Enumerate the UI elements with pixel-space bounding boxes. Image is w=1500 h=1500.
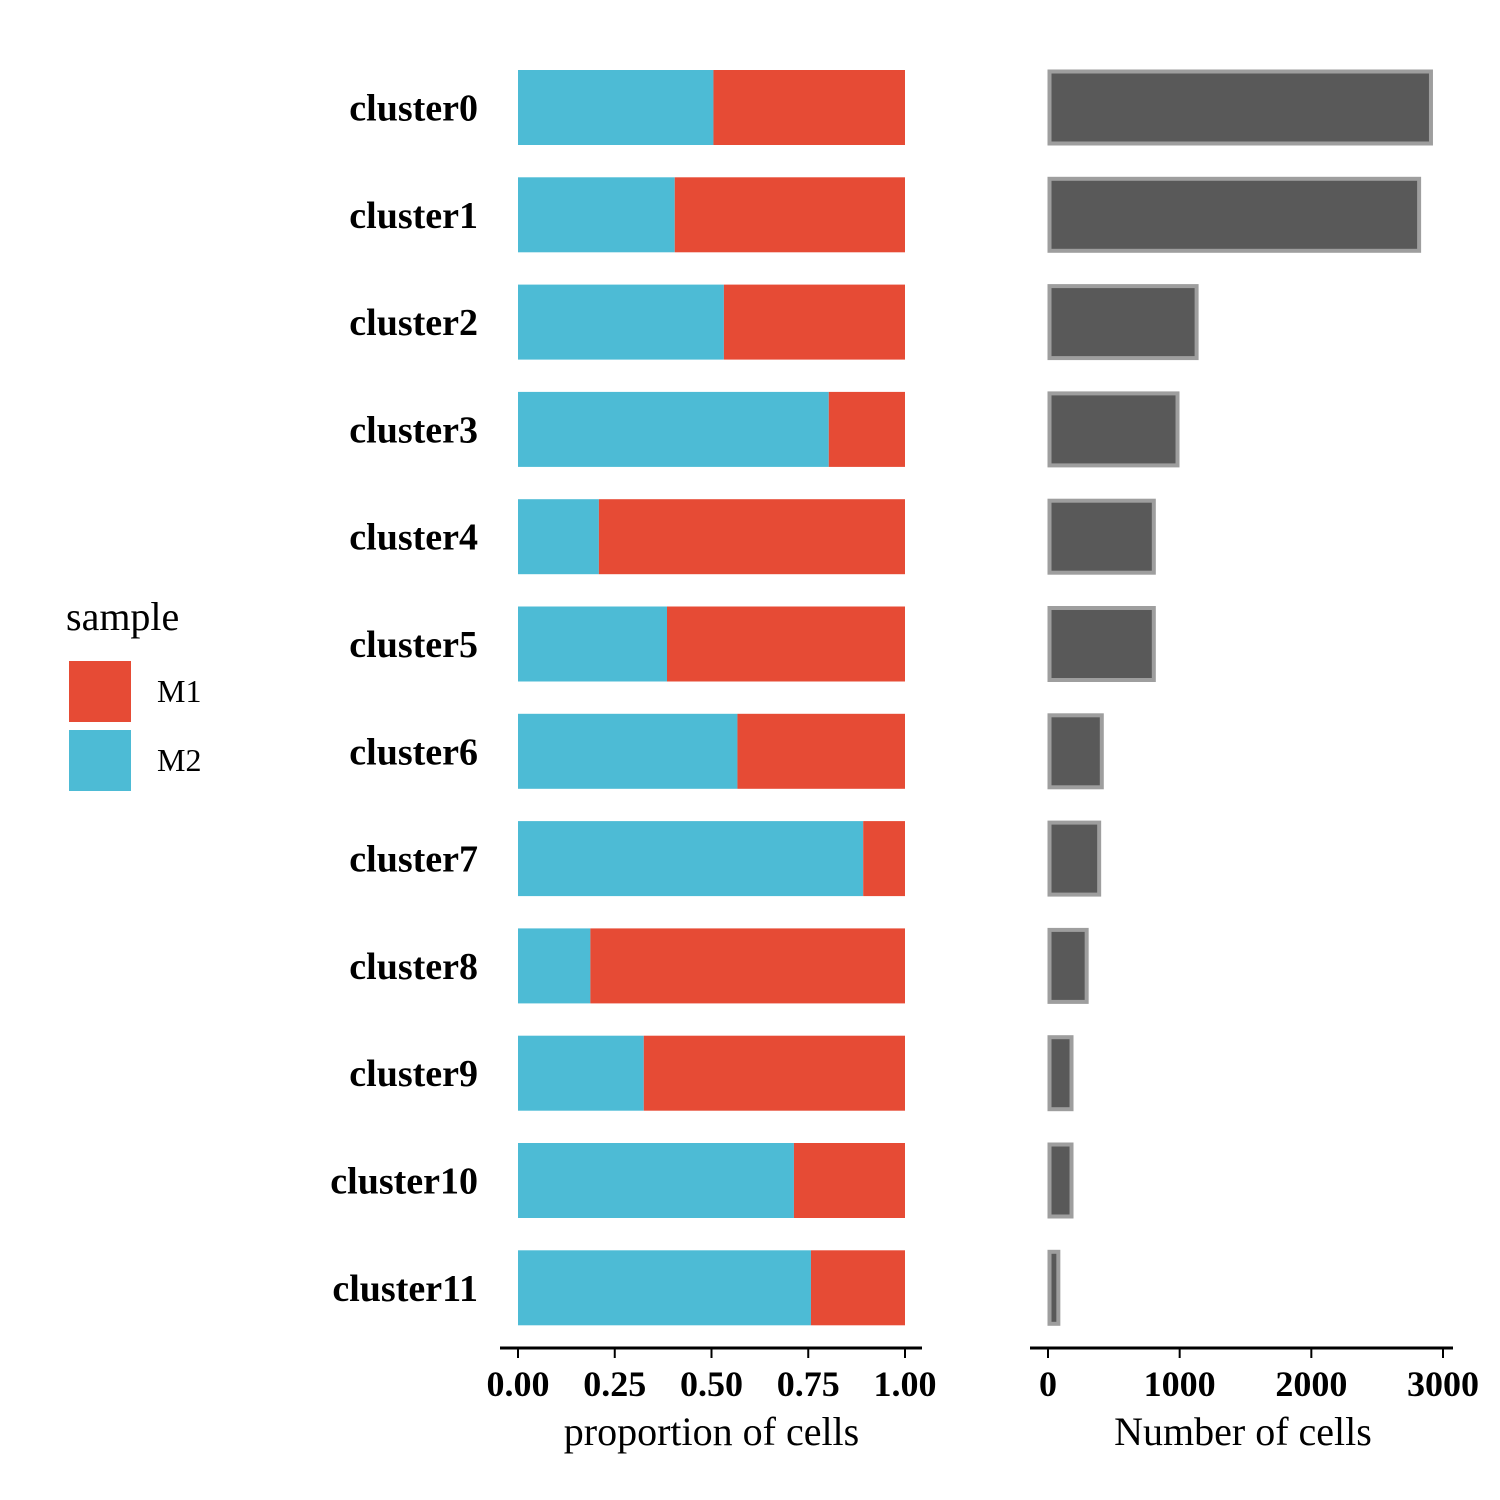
bar-m2-cluster10 (518, 1143, 794, 1218)
proportion-x-axis: 0.00 0.25 0.50 0.75 1.00 (487, 1346, 937, 1404)
legend: sample M1 M2 (66, 594, 201, 793)
count-bar-cluster11 (1047, 1249, 1061, 1326)
count-bars (1047, 69, 1433, 1326)
category-label-cluster5: cluster5 (349, 624, 478, 666)
legend-label-m1: M1 (157, 673, 201, 709)
bar-m2-cluster2 (518, 284, 724, 360)
proportion-tick-label: 0.75 (777, 1364, 840, 1404)
category-label-cluster10: cluster10 (330, 1161, 478, 1203)
proportion-tick-label: 0.25 (583, 1364, 646, 1404)
category-labels: cluster0 cluster1 cluster2 cluster3 cluster4… (330, 88, 478, 1310)
bar-m2-cluster1 (518, 177, 675, 253)
bar-m2-cluster4 (518, 499, 599, 575)
bar-m2-cluster8 (518, 928, 591, 1004)
bar-m2-cluster9 (518, 1035, 644, 1111)
bar-m1-cluster5 (666, 606, 905, 682)
bar-m1-cluster8 (590, 928, 905, 1004)
bar-m1-cluster7 (863, 821, 905, 897)
category-label-cluster8: cluster8 (349, 946, 478, 988)
category-label-cluster2: cluster2 (349, 302, 478, 344)
count-bar-cluster8 (1047, 927, 1089, 1004)
count-tick-label: 0 (1039, 1364, 1057, 1404)
bar-m1-cluster3 (828, 391, 905, 467)
category-label-cluster9: cluster9 (349, 1053, 478, 1095)
category-label-cluster11: cluster11 (332, 1268, 478, 1310)
proportion-tick-label: 0.00 (487, 1364, 550, 1404)
category-label-cluster4: cluster4 (349, 517, 478, 559)
count-bar-cluster7 (1047, 820, 1102, 897)
bar-m2-cluster7 (518, 821, 864, 897)
count-tick-label: 3000 (1407, 1364, 1479, 1404)
legend-swatch-m1 (67, 659, 133, 724)
count-x-axis: 0 1000 2000 3000 (1030, 1346, 1479, 1404)
count-bar-cluster4 (1047, 498, 1156, 575)
category-label-cluster6: cluster6 (349, 731, 478, 773)
count-bar-cluster9 (1047, 1035, 1074, 1112)
bar-m1-cluster11 (810, 1250, 905, 1326)
bar-m1-cluster4 (598, 499, 905, 575)
bar-m2-cluster3 (518, 391, 829, 467)
count-bar-cluster6 (1047, 713, 1104, 790)
bar-m1-cluster0 (713, 70, 905, 145)
category-label-cluster3: cluster3 (349, 409, 478, 451)
count-panel: 0 1000 2000 3000 Number of cells (1030, 69, 1479, 1454)
category-label-cluster0: cluster0 (349, 88, 478, 130)
count-tick-label: 2000 (1275, 1364, 1347, 1404)
category-label-cluster7: cluster7 (349, 839, 478, 881)
count-bar-cluster3 (1047, 391, 1180, 468)
bar-m2-cluster5 (518, 606, 667, 682)
legend-label-m2: M2 (157, 742, 201, 778)
count-tick-label: 1000 (1144, 1364, 1216, 1404)
count-x-axis-title: Number of cells (1114, 1409, 1372, 1454)
count-bar-cluster2 (1047, 284, 1199, 361)
legend-items: M1 M2 (67, 659, 201, 793)
legend-swatch-m2 (67, 728, 133, 793)
proportion-tick-label: 1.00 (874, 1364, 937, 1404)
count-bar-cluster5 (1047, 606, 1156, 682)
category-label-cluster1: cluster1 (349, 195, 478, 237)
count-bar-cluster0 (1047, 69, 1433, 146)
bar-m1-cluster10 (793, 1143, 905, 1218)
bar-m2-cluster6 (518, 713, 738, 789)
bar-m1-cluster9 (643, 1035, 905, 1111)
proportion-tick-label: 0.50 (680, 1364, 743, 1404)
bar-m1-cluster2 (723, 284, 905, 360)
proportion-x-axis-title: proportion of cells (564, 1409, 860, 1454)
bar-m2-cluster0 (518, 70, 714, 145)
bar-m2-cluster11 (518, 1250, 811, 1326)
bar-m1-cluster1 (674, 177, 905, 253)
count-bar-cluster10 (1047, 1142, 1074, 1219)
proportion-bars (518, 70, 905, 1326)
bar-m1-cluster6 (737, 713, 905, 789)
count-bar-cluster1 (1047, 176, 1422, 253)
legend-title: sample (66, 594, 179, 639)
proportion-panel: 0.00 0.25 0.50 0.75 1.00 proportion of cells (487, 70, 937, 1454)
